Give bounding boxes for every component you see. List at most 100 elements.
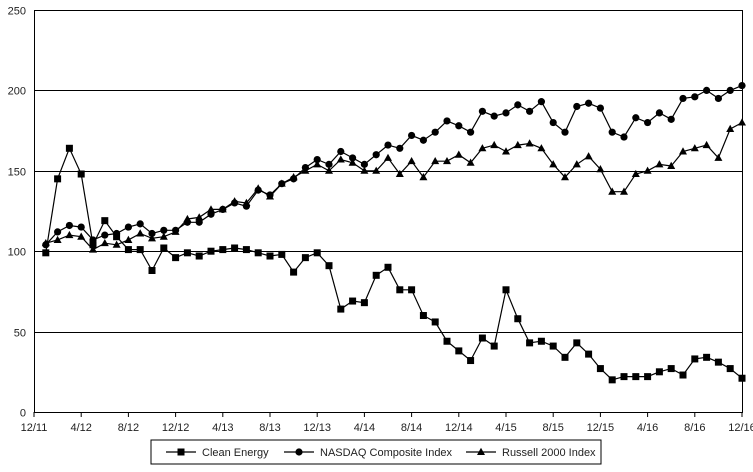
data-point-nasdaq-composite-index xyxy=(313,155,321,164)
y-tick-label: 0 xyxy=(20,408,26,420)
data-point-clean-energy xyxy=(42,249,50,257)
data-point-clean-energy xyxy=(502,286,510,294)
data-point-russell-2000-index xyxy=(65,230,74,239)
data-point-clean-energy xyxy=(325,262,333,270)
data-point-russell-2000-index xyxy=(195,213,204,221)
y-tick-label: 200 xyxy=(8,86,26,98)
data-point-clean-energy xyxy=(490,342,498,350)
legend-marker-clean-energy xyxy=(177,448,185,456)
data-point-russell-2000-index xyxy=(655,160,664,168)
data-point-nasdaq-composite-index xyxy=(573,102,581,111)
data-point-nasdaq-composite-index xyxy=(455,122,463,130)
data-point-russell-2000-index xyxy=(631,169,640,178)
data-point-clean-energy xyxy=(644,373,652,381)
data-point-russell-2000-index xyxy=(348,158,357,166)
data-point-clean-energy xyxy=(537,337,545,345)
x-tick-label: 8/12 xyxy=(118,422,139,434)
data-point-clean-energy xyxy=(408,286,416,294)
data-point-russell-2000-index xyxy=(572,160,581,168)
data-point-clean-energy xyxy=(278,250,286,258)
x-tick-label: 12/13 xyxy=(303,422,331,434)
data-point-russell-2000-index xyxy=(702,140,711,149)
data-point-russell-2000-index xyxy=(242,198,251,206)
data-point-russell-2000-index xyxy=(407,156,416,165)
x-tick-label: 4/12 xyxy=(70,422,91,434)
data-point-nasdaq-composite-index xyxy=(337,147,345,156)
data-point-russell-2000-index xyxy=(266,192,274,200)
data-point-clean-energy xyxy=(384,263,392,271)
data-point-clean-energy xyxy=(478,334,486,342)
data-point-clean-energy xyxy=(585,350,593,358)
series-line-clean-energy xyxy=(45,146,743,381)
data-point-clean-energy xyxy=(136,246,144,254)
data-point-clean-energy xyxy=(372,271,380,279)
data-point-clean-energy xyxy=(573,339,581,347)
data-point-russell-2000-index xyxy=(100,238,109,247)
data-point-clean-energy xyxy=(691,355,699,363)
data-point-nasdaq-composite-index xyxy=(467,128,475,136)
data-point-clean-energy xyxy=(219,246,227,254)
data-point-clean-energy xyxy=(455,347,463,355)
data-point-nasdaq-composite-index xyxy=(596,104,605,112)
data-point-russell-2000-index xyxy=(112,240,121,248)
x-tick-label: 12/14 xyxy=(445,422,473,434)
data-point-clean-energy xyxy=(726,365,734,373)
data-point-russell-2000-index xyxy=(360,166,369,174)
data-point-clean-energy xyxy=(313,249,321,257)
x-tick-label: 12/16 xyxy=(728,422,753,434)
data-point-nasdaq-composite-index xyxy=(408,131,416,140)
data-point-russell-2000-index xyxy=(596,164,605,173)
legend-item-russell-2000-index: Russell 2000 Index xyxy=(466,447,596,459)
data-point-clean-energy xyxy=(301,254,309,262)
data-point-nasdaq-composite-index xyxy=(478,107,486,115)
x-tick-label: 8/14 xyxy=(401,422,422,434)
data-point-nasdaq-composite-index xyxy=(620,133,628,141)
data-point-clean-energy xyxy=(290,268,298,276)
data-point-nasdaq-composite-index xyxy=(384,141,392,149)
data-point-clean-energy xyxy=(632,373,640,381)
data-point-russell-2000-index xyxy=(608,187,617,195)
x-tick-label: 4/15 xyxy=(495,422,516,434)
data-point-nasdaq-composite-index xyxy=(396,144,404,152)
data-point-russell-2000-index xyxy=(207,205,215,213)
data-point-nasdaq-composite-index xyxy=(443,117,451,125)
data-point-russell-2000-index xyxy=(561,173,569,181)
data-point-russell-2000-index xyxy=(513,140,522,149)
data-point-russell-2000-index xyxy=(431,156,440,165)
data-point-nasdaq-composite-index xyxy=(65,221,73,230)
data-point-russell-2000-index xyxy=(490,140,499,149)
series-clean-energy xyxy=(42,144,746,384)
data-point-russell-2000-index xyxy=(384,153,392,161)
data-point-clean-energy xyxy=(608,376,616,384)
data-point-russell-2000-index xyxy=(325,166,333,174)
data-point-nasdaq-composite-index xyxy=(549,118,557,127)
data-point-clean-energy xyxy=(172,254,180,262)
data-point-russell-2000-index xyxy=(53,235,62,243)
data-point-russell-2000-index xyxy=(136,229,145,237)
data-point-nasdaq-composite-index xyxy=(703,86,711,94)
data-point-nasdaq-composite-index xyxy=(419,136,427,144)
data-point-nasdaq-composite-index xyxy=(207,210,215,218)
y-tick-label: 150 xyxy=(8,167,26,179)
data-point-russell-2000-index xyxy=(443,156,451,165)
data-point-clean-energy xyxy=(443,337,451,345)
data-point-nasdaq-composite-index xyxy=(514,101,522,109)
data-point-russell-2000-index xyxy=(277,179,286,187)
data-point-russell-2000-index xyxy=(738,118,746,126)
data-point-clean-energy xyxy=(231,244,239,252)
data-point-clean-energy xyxy=(360,299,368,307)
data-point-russell-2000-index xyxy=(124,235,133,243)
data-point-russell-2000-index xyxy=(525,139,534,147)
data-point-clean-energy xyxy=(207,247,215,255)
data-point-russell-2000-index xyxy=(690,144,699,152)
data-point-clean-energy xyxy=(396,286,404,294)
data-point-russell-2000-index xyxy=(466,158,475,166)
data-point-nasdaq-composite-index xyxy=(726,86,734,94)
y-tick-label: 100 xyxy=(8,247,26,259)
data-point-russell-2000-index xyxy=(89,245,97,253)
legend-label-russell-2000-index: Russell 2000 Index xyxy=(502,447,596,459)
data-point-nasdaq-composite-index xyxy=(502,109,510,117)
legend-item-nasdaq-composite-index: NASDAQ Composite Index xyxy=(284,447,453,459)
data-point-nasdaq-composite-index xyxy=(655,109,664,117)
data-point-russell-2000-index xyxy=(502,147,510,155)
